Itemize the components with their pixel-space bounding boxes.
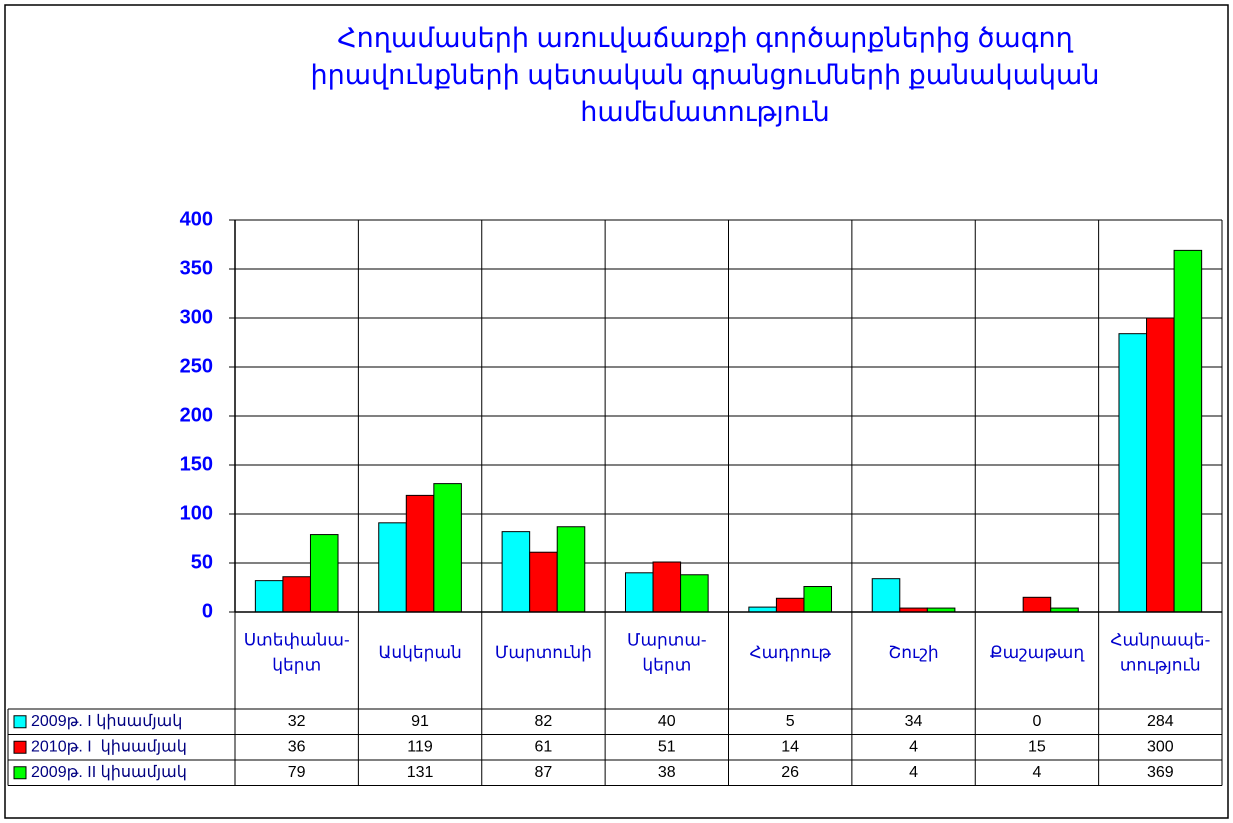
y-tick-label: 400: [180, 208, 213, 230]
bar: [433, 483, 462, 613]
table-value: 4: [909, 738, 918, 755]
legend-swatch: [13, 766, 27, 780]
bar: [624, 572, 654, 613]
y-tick-label: 350: [180, 257, 213, 279]
bar: [282, 576, 311, 613]
table-value: 0: [1032, 713, 1041, 730]
chart-title: Հողամասերի առուվաճառքի գործարքներից ծագո…: [311, 23, 1100, 127]
legend-label: 2009թ. I կիսամյակ: [31, 713, 182, 730]
x-tick-label: Հանրապե-տություն: [1110, 631, 1210, 675]
x-tick-label: Ստեփանա-կերտ: [244, 631, 350, 675]
table-value: 87: [535, 764, 553, 781]
y-tick-label: 300: [180, 306, 213, 328]
bar: [405, 494, 435, 613]
x-tick-label: Հադրութ: [749, 643, 831, 662]
frame: [4, 4, 1229, 819]
table-value: 40: [658, 713, 676, 730]
x-tick-label: Շուշի: [888, 643, 938, 662]
table-value: 369: [1147, 764, 1174, 781]
y-tick-label: 200: [180, 404, 213, 426]
table-value: 34: [905, 713, 923, 730]
table-value: 284: [1147, 713, 1174, 730]
table-value: 119: [407, 738, 433, 755]
bar: [1022, 596, 1052, 613]
x-tick-label: Մարտա-կերտ: [627, 631, 707, 675]
bar: [652, 561, 682, 613]
bar: [501, 531, 531, 613]
table-value: 26: [781, 764, 799, 781]
table-value: 91: [411, 713, 429, 730]
legend-swatch: [13, 715, 27, 729]
table-value: 14: [781, 738, 799, 755]
y-tick-label: 0: [202, 600, 213, 622]
table-value: 61: [535, 738, 553, 755]
bar: [775, 597, 805, 613]
bar: [254, 580, 284, 613]
table-value: 300: [1147, 738, 1174, 755]
table-value: 36: [288, 738, 306, 755]
table-value: 32: [288, 713, 306, 730]
table-value: 51: [658, 738, 676, 755]
bar: [1118, 333, 1148, 613]
bar: [1173, 249, 1203, 613]
legend-swatch: [13, 740, 27, 754]
y-tick-label: 50: [191, 551, 213, 573]
x-tick-label: Մարտունի: [495, 643, 592, 662]
bar: [871, 578, 901, 613]
bar: [309, 534, 339, 613]
x-tick-label: Ասկերան: [378, 643, 461, 662]
bar: [378, 522, 407, 613]
table-value: 82: [535, 713, 553, 730]
x-tick-label: Քաշաթաղ: [990, 643, 1086, 662]
y-tick-label: 100: [180, 502, 213, 524]
legend-label: 2009թ. II կիսամյակ: [31, 764, 187, 781]
table-value: 38: [658, 764, 676, 781]
table-value: 79: [288, 764, 306, 781]
bar: [529, 551, 558, 613]
bar: [680, 574, 709, 613]
legend-label: 2010թ. I կիսամյակ: [31, 738, 187, 755]
bar: [556, 526, 586, 613]
table-value: 5: [786, 713, 795, 730]
bar: [1146, 317, 1175, 613]
table-value: 131: [407, 764, 434, 781]
y-tick-label: 150: [180, 453, 213, 475]
bar: [803, 586, 833, 613]
table-value: 4: [909, 764, 918, 781]
y-tick-label: 250: [180, 355, 213, 377]
table-value: 15: [1028, 738, 1046, 755]
table-value: 4: [1032, 764, 1041, 781]
